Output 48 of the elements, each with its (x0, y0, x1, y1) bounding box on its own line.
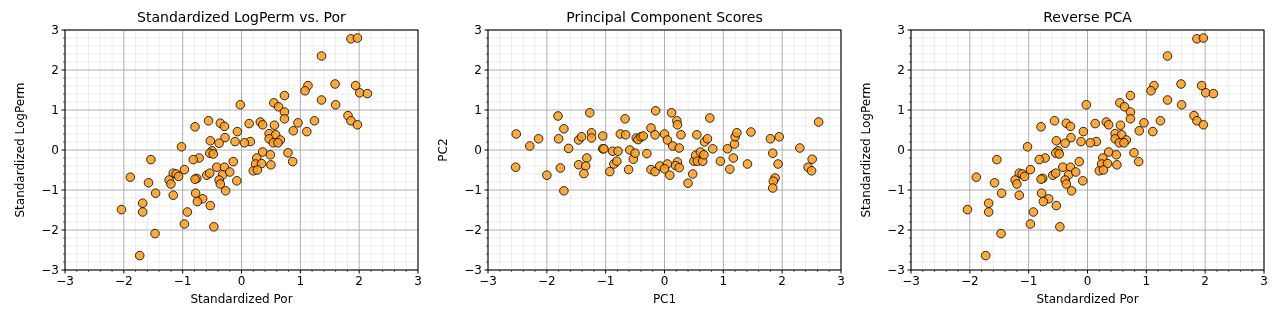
x-tick-label: −2 (114, 274, 133, 288)
y-tick-label: 1 (897, 103, 905, 118)
y-tick-label: −1 (887, 183, 905, 198)
y-tick-label: 2 (474, 63, 482, 78)
y-tick-label: 1 (51, 103, 59, 118)
x-tick-label: 2 (355, 274, 363, 288)
y-tick-label: 0 (51, 143, 59, 158)
y-tick-label: 0 (897, 143, 905, 158)
x-tick-label: 0 (660, 274, 669, 288)
y-tick-label: −3 (41, 263, 59, 278)
y-tick-label: 3 (474, 23, 482, 38)
y-tick-label: 3 (897, 23, 905, 38)
y-tick-label: −2 (41, 223, 59, 238)
x-axis-title: PC1 (652, 292, 677, 306)
x-axis-title: Standardized Por (190, 292, 293, 306)
x-tick-label: 3 (414, 274, 422, 288)
x-tick-label: 1 (296, 274, 305, 288)
x-tick-label: 0 (237, 274, 246, 288)
x-tick-label: −1 (1019, 274, 1038, 288)
y-tick-label: 1 (474, 103, 482, 118)
x-tick-label: 3 (837, 274, 845, 288)
x-tick-label: −2 (960, 274, 979, 288)
x-axis-title: Standardized Por (1036, 292, 1139, 306)
x-tick-label: 3 (1260, 274, 1268, 288)
chart-title: Standardized LogPerm vs. Por (137, 9, 347, 25)
x-tick-label: −1 (173, 274, 192, 288)
x-tick-label: 0 (1083, 274, 1092, 288)
chart-title: Reverse PCA (1043, 9, 1133, 25)
y-axis-title: Standardized LogPerm (859, 82, 873, 218)
y-tick-label: −1 (464, 183, 482, 198)
y-axis-title: PC2 (436, 138, 450, 162)
chart-title: Principal Component Scores (566, 9, 763, 25)
y-tick-label: −1 (41, 183, 59, 198)
y-tick-label: −3 (887, 263, 905, 278)
x-tick-label: 1 (719, 274, 728, 288)
x-tick-label: 2 (778, 274, 786, 288)
x-tick-label: −1 (596, 274, 615, 288)
y-tick-label: 3 (51, 23, 59, 38)
y-axis-title: Standardized LogPerm (13, 82, 27, 218)
y-tick-label: 2 (897, 63, 905, 78)
x-tick-label: 1 (1142, 274, 1151, 288)
y-tick-label: 2 (51, 63, 59, 78)
y-tick-label: −2 (887, 223, 905, 238)
x-tick-label: 2 (1201, 274, 1209, 288)
y-tick-label: −3 (464, 263, 482, 278)
y-tick-label: 0 (474, 143, 482, 158)
x-tick-label: −2 (537, 274, 556, 288)
y-tick-label: −2 (464, 223, 482, 238)
